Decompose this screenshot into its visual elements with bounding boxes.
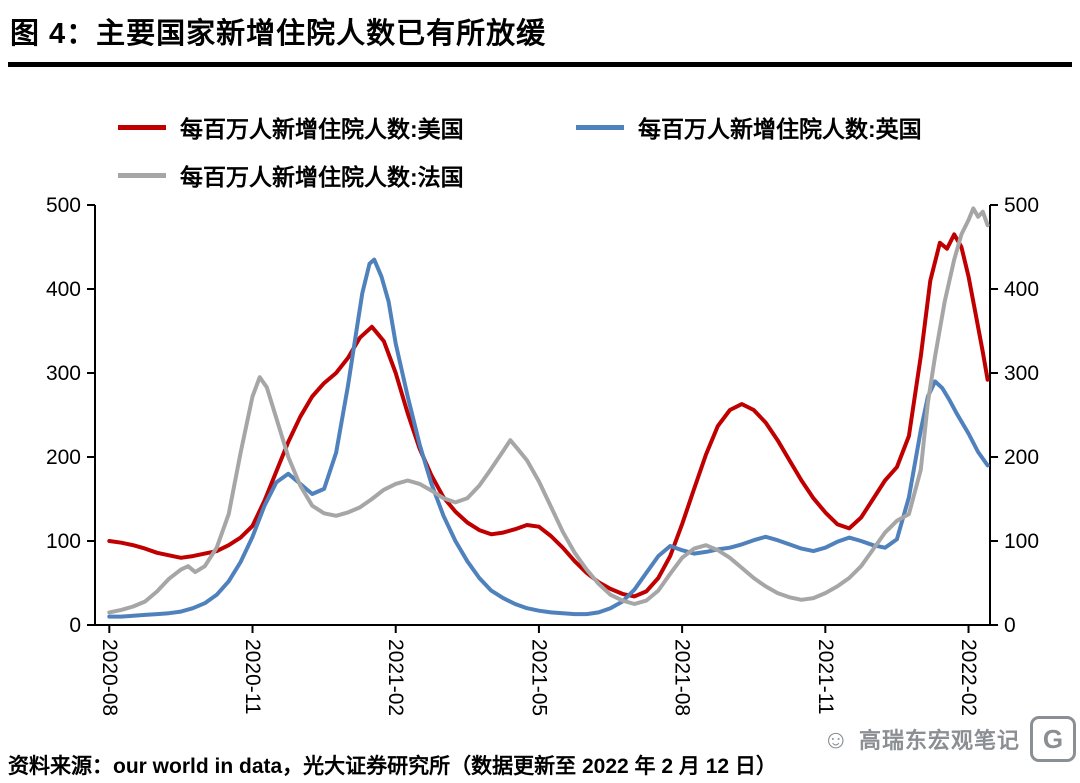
y-tick-label-right: 300 (1004, 362, 1039, 385)
x-tick-label: 2021-08 (671, 639, 694, 716)
y-tick-label-left: 200 (46, 446, 81, 469)
y-tick-label-right: 0 (1004, 614, 1016, 637)
x-tick-label: 2021-02 (384, 639, 407, 716)
legend-label-us: 每百万人新增住院人数:美国 (180, 116, 464, 142)
x-tick-label: 2022-02 (957, 639, 980, 716)
smiley-face-icon: ☺ (822, 724, 849, 754)
legend-swatch-us (118, 124, 166, 130)
series-line-2 (107, 206, 990, 615)
series-line-1 (107, 257, 990, 619)
legend-row-1: 每百万人新增住院人数:美国 每百万人新增住院人数:英国 (118, 110, 1034, 144)
chart-legend: 每百万人新增住院人数:美国 每百万人新增住院人数:英国 每百万人新增住院人数:法… (118, 110, 1034, 206)
y-tick-label-left: 300 (46, 362, 81, 385)
x-tick-label: 2021-11 (814, 639, 837, 715)
legend-row-2: 每百万人新增住院人数:法国 (118, 158, 1034, 192)
y-tick-label-right: 100 (1004, 530, 1039, 553)
legend-item-us: 每百万人新增住院人数:美国 (118, 110, 576, 144)
legend-item-uk: 每百万人新增住院人数:英国 (576, 110, 1034, 144)
x-tick-label: 2020-08 (98, 639, 121, 716)
y-tick-label-right: 500 (1004, 194, 1039, 217)
y-tick-label-right: 400 (1004, 278, 1039, 301)
x-tick-label: 2020-11 (241, 639, 264, 715)
x-tick-label: 2021-05 (527, 639, 550, 716)
legend-swatch-france (118, 172, 166, 178)
y-tick-label-left: 100 (46, 530, 81, 553)
brand-logo-icon: G (1030, 716, 1076, 762)
line-chart: 0 0 100 100 200 200 300 300 400 400 500 500 2020-08 2… (46, 194, 1039, 716)
watermark: ☺ 高瑞东宏观笔记 G (822, 716, 1076, 762)
watermark-text: 高瑞东宏观笔记 (858, 728, 1020, 753)
y-tick-label-left: 500 (46, 194, 81, 217)
y-tick-label-left: 0 (69, 614, 81, 637)
y-tick-label-left: 400 (46, 278, 81, 301)
title-divider (8, 62, 1072, 67)
legend-label-uk: 每百万人新增住院人数:英国 (638, 116, 922, 142)
legend-swatch-uk (576, 124, 624, 130)
y-tick-label-right: 200 (1004, 446, 1039, 469)
legend-item-france: 每百万人新增住院人数:法国 (118, 158, 576, 192)
figure-title: 图 4：主要国家新增住院人数已有所放缓 (10, 18, 547, 50)
legend-label-france: 每百万人新增住院人数:法国 (180, 164, 464, 190)
source-note: 资料来源：our world in data，光大证券研究所（数据更新至 202… (8, 755, 777, 778)
series-line-0 (107, 232, 990, 599)
